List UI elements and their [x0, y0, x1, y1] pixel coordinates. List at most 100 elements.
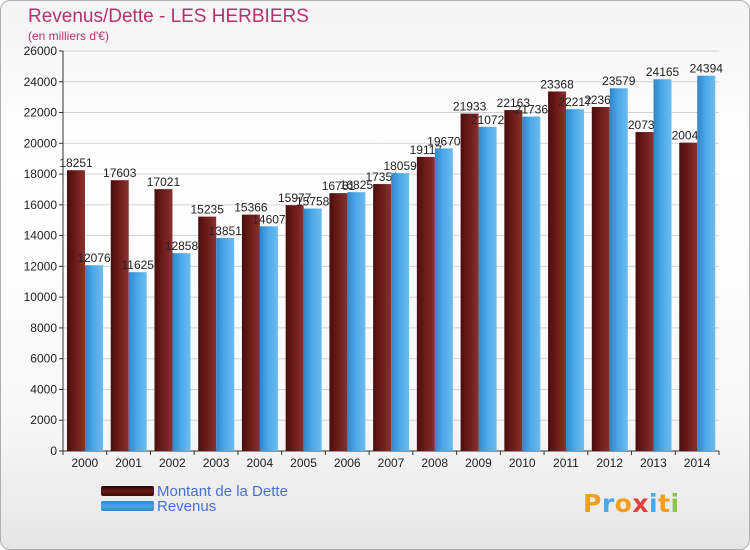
data-label-dette: 20043 [672, 129, 706, 143]
bar-dette [548, 91, 567, 451]
data-label-dette: 19117 [410, 143, 443, 157]
data-label-dette: 21933 [453, 100, 487, 114]
data-label-dette: 17021 [147, 175, 181, 189]
x-tick-label: 2000 [72, 456, 99, 470]
bar-dette [504, 110, 523, 452]
data-label-revenus: 16825 [340, 178, 374, 192]
y-tick-label: 26000 [24, 44, 58, 58]
x-tick-label: 2005 [290, 456, 317, 470]
data-label-dette: 16761 [322, 179, 356, 193]
legend-label-revenus: Revenus [157, 498, 217, 515]
data-label-dette: 22163 [497, 96, 531, 110]
proxiti-logo: Proxiti [583, 489, 680, 518]
data-label-revenus: 13851 [209, 224, 243, 238]
y-tick-label: 6000 [30, 352, 57, 366]
bar-dette [591, 106, 610, 451]
bar-dette [635, 132, 654, 452]
data-label-dette: 18251 [59, 156, 93, 170]
data-label-revenus: 11625 [121, 258, 154, 272]
data-label-dette: 17351 [365, 170, 399, 184]
bar-revenus [391, 173, 410, 451]
data-label-dette: 23368 [540, 77, 574, 91]
bar-dette [154, 189, 173, 451]
y-tick-label: 22000 [24, 106, 58, 120]
bar-dette [460, 113, 479, 452]
x-tick-label: 2011 [553, 456, 579, 470]
x-tick-label: 2004 [246, 456, 273, 470]
y-tick-label: 24000 [24, 75, 58, 89]
bar-revenus [216, 237, 235, 451]
x-tick-label: 2003 [203, 456, 230, 470]
y-tick-label: 10000 [24, 290, 58, 304]
data-label-revenus: 21072 [471, 113, 505, 127]
legend-label-dette: Montant de la Dette [157, 483, 288, 500]
x-tick-label: 2009 [465, 456, 492, 470]
data-label-revenus: 12076 [77, 251, 111, 265]
bar-dette [198, 216, 217, 451]
data-label-dette: 15366 [234, 201, 268, 215]
data-label-revenus: 15758 [296, 195, 330, 209]
bar-revenus [347, 192, 366, 451]
data-label-dette: 17603 [103, 166, 137, 180]
x-tick-label: 2007 [378, 456, 405, 470]
logo-letter: r [601, 489, 615, 518]
data-label-revenus: 21736 [515, 103, 549, 117]
x-tick-label: 2014 [684, 456, 711, 470]
bar-revenus [609, 88, 628, 451]
y-tick-label: 12000 [24, 259, 58, 273]
legend-swatch-dette [101, 486, 154, 496]
legend-swatch-revenus [101, 501, 154, 511]
y-tick-label: 14000 [24, 229, 58, 243]
logo-letter: i [649, 489, 659, 518]
bar-dette [241, 214, 260, 451]
x-tick-label: 2013 [640, 456, 667, 470]
bar-revenus [172, 253, 191, 451]
bar-revenus [128, 272, 147, 451]
bar-revenus [697, 75, 716, 451]
data-label-revenus: 12858 [165, 239, 199, 253]
data-label-revenus: 14607 [252, 212, 286, 226]
chart-subtitle: (en milliers d'€) [28, 29, 109, 43]
bar-revenus [303, 208, 322, 451]
data-label-revenus: 24165 [646, 65, 680, 79]
bar-dette [373, 184, 392, 452]
logo-letter: t [658, 489, 671, 518]
chart-title: Revenus/Dette - LES HERBIERS [28, 6, 309, 27]
bar-revenus [85, 265, 103, 451]
bar-dette [679, 142, 698, 451]
logo-letter: P [583, 489, 602, 518]
data-label-revenus: 19670 [427, 134, 461, 148]
x-tick-label: 2002 [159, 456, 186, 470]
data-label-revenus: 22217 [558, 95, 592, 109]
data-label-revenus: 23579 [602, 74, 636, 88]
data-label-dette: 15977 [278, 191, 312, 205]
data-label-revenus: 18059 [383, 159, 417, 173]
y-tick-label: 2000 [30, 413, 57, 427]
bar-dette [67, 170, 85, 451]
x-tick-label: 2008 [421, 456, 448, 470]
bar-dette [329, 193, 348, 451]
bar-revenus [259, 226, 278, 451]
logo-letter: i [670, 489, 680, 518]
data-label-dette: 15235 [191, 203, 225, 217]
y-tick-label: 0 [50, 444, 57, 458]
y-tick-label: 18000 [24, 167, 58, 181]
y-tick-label: 20000 [24, 136, 58, 150]
bar-dette [285, 205, 304, 451]
bar-revenus [478, 126, 497, 452]
x-tick-label: 2012 [596, 456, 623, 470]
data-label-dette: 20732 [628, 118, 662, 132]
x-tick-label: 2010 [509, 456, 536, 470]
bar-revenus [522, 116, 541, 451]
y-tick-label: 4000 [30, 382, 57, 396]
y-tick-label: 16000 [24, 198, 58, 212]
logo-letter: x [632, 489, 649, 518]
data-label-revenus: 24394 [690, 62, 724, 76]
data-label-dette: 22361 [584, 93, 618, 107]
logo-letter: o [614, 489, 633, 518]
bar-revenus [434, 148, 453, 451]
bar-revenus [653, 79, 672, 451]
bar-dette [110, 180, 129, 451]
